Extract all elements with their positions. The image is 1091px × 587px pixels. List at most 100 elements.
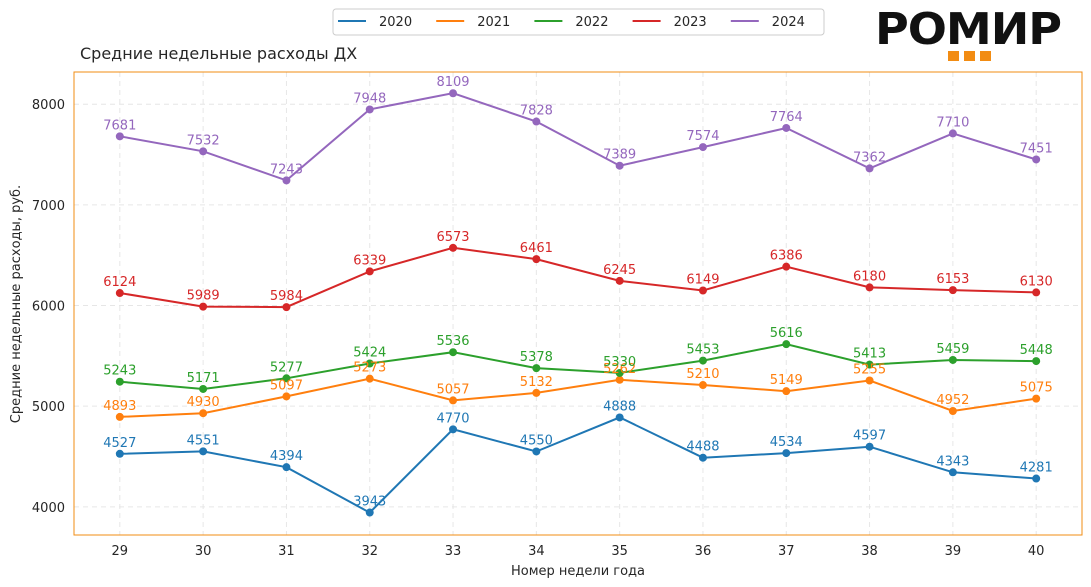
data-label: 7764 [770,110,803,125]
legend-label: 2021 [477,15,510,30]
data-label: 5330 [603,355,636,370]
data-label: 4550 [520,433,553,448]
data-label: 6153 [936,272,969,287]
data-point [948,286,957,295]
data-label: 5210 [686,367,719,382]
data-point [532,364,541,373]
data-label: 6149 [686,273,719,288]
data-labels: 4527 4551 4394 3943 4770 4550 4888 4488 4534 4597… [103,75,1052,509]
data-point [199,384,208,393]
data-label: 5262 [603,362,636,377]
data-point [698,453,707,462]
data-point [782,262,791,271]
data-label: 4597 [853,429,886,444]
legend: 2020 2021 2022 2023 2024 [332,8,825,36]
data-label: 7451 [1020,141,1053,156]
legend-label: 2024 [772,15,805,30]
data-label: 7710 [936,115,969,130]
data-point [948,129,957,138]
legend-item-2023: 2023 [632,15,707,30]
data-point [115,449,124,458]
plot-frame [73,71,1083,536]
x-axis-label: Номер недели года [511,564,645,579]
data-point [1032,394,1041,403]
data-label: 4893 [103,399,136,414]
legend-item-2024: 2024 [730,15,805,30]
data-label: 4394 [270,449,303,464]
x-tick-label: 30 [195,544,212,559]
data-label: 5413 [853,347,886,362]
data-label: 4343 [936,454,969,469]
data-label: 5097 [270,378,303,393]
romir-logo: РОМИР [875,4,1062,61]
data-label: 5378 [520,350,553,365]
data-point [449,243,458,252]
grid [74,72,1082,535]
x-tick-label: 35 [611,544,628,559]
data-point [449,348,458,357]
data-point [615,161,624,170]
data-label: 5273 [353,361,386,376]
data-label: 7948 [353,91,386,106]
data-point [365,267,374,276]
logo-square-1 [948,51,959,61]
data-label: 5132 [520,375,553,390]
data-point [865,283,874,292]
data-point [115,412,124,421]
data-label: 6386 [770,249,803,264]
x-tick-label: 39 [945,544,962,559]
data-point [282,392,291,401]
data-point [948,355,957,364]
data-label: 6130 [1020,274,1053,289]
data-label: 7532 [187,133,220,148]
data-label: 7681 [103,118,136,133]
series-line [119,377,1037,418]
data-point [782,340,791,349]
data-label: 6124 [103,275,136,290]
y-tick-label: 4000 [32,501,65,516]
y-axis-label: Средние недельные расходы, руб. [9,185,24,423]
data-point [1032,474,1041,483]
x-tick-label: 31 [278,544,295,559]
legend-label: 2020 [379,15,412,30]
data-point [115,289,124,298]
data-point [365,374,374,383]
data-point [199,147,208,156]
data-point [449,89,458,98]
data-label: 6461 [520,241,553,256]
logo-text: РОМИР [875,4,1061,55]
data-point [615,375,624,384]
data-point [1032,155,1041,164]
series-2021 [115,374,1041,421]
logo-square-3 [980,51,991,61]
logo-square-2 [964,51,975,61]
data-point [365,105,374,114]
x-tick-label: 36 [695,544,712,559]
x-tick-label: 37 [778,544,795,559]
data-label: 5149 [770,373,803,388]
data-label: 5453 [686,343,719,358]
data-label: 7574 [686,129,719,144]
data-label: 4952 [936,393,969,408]
data-label: 3943 [353,495,386,510]
data-point [199,409,208,418]
data-point [615,368,624,377]
data-point [282,176,291,185]
x-tick-label: 40 [1028,544,1045,559]
y-axis-ticks: 4000 5000 6000 7000 8000 [32,98,65,516]
data-label: 4930 [187,395,220,410]
data-label: 4534 [770,435,803,450]
data-point [449,396,458,405]
data-label: 5255 [853,362,886,377]
data-label: 7243 [270,162,303,177]
data-point [449,425,458,434]
data-point [698,286,707,295]
series-line [119,416,1037,514]
data-label: 7389 [603,148,636,163]
series-line [119,92,1037,182]
data-point [532,447,541,456]
data-label: 5075 [1020,381,1053,396]
data-label: 7828 [520,104,553,119]
legend-item-2022: 2022 [534,15,608,30]
